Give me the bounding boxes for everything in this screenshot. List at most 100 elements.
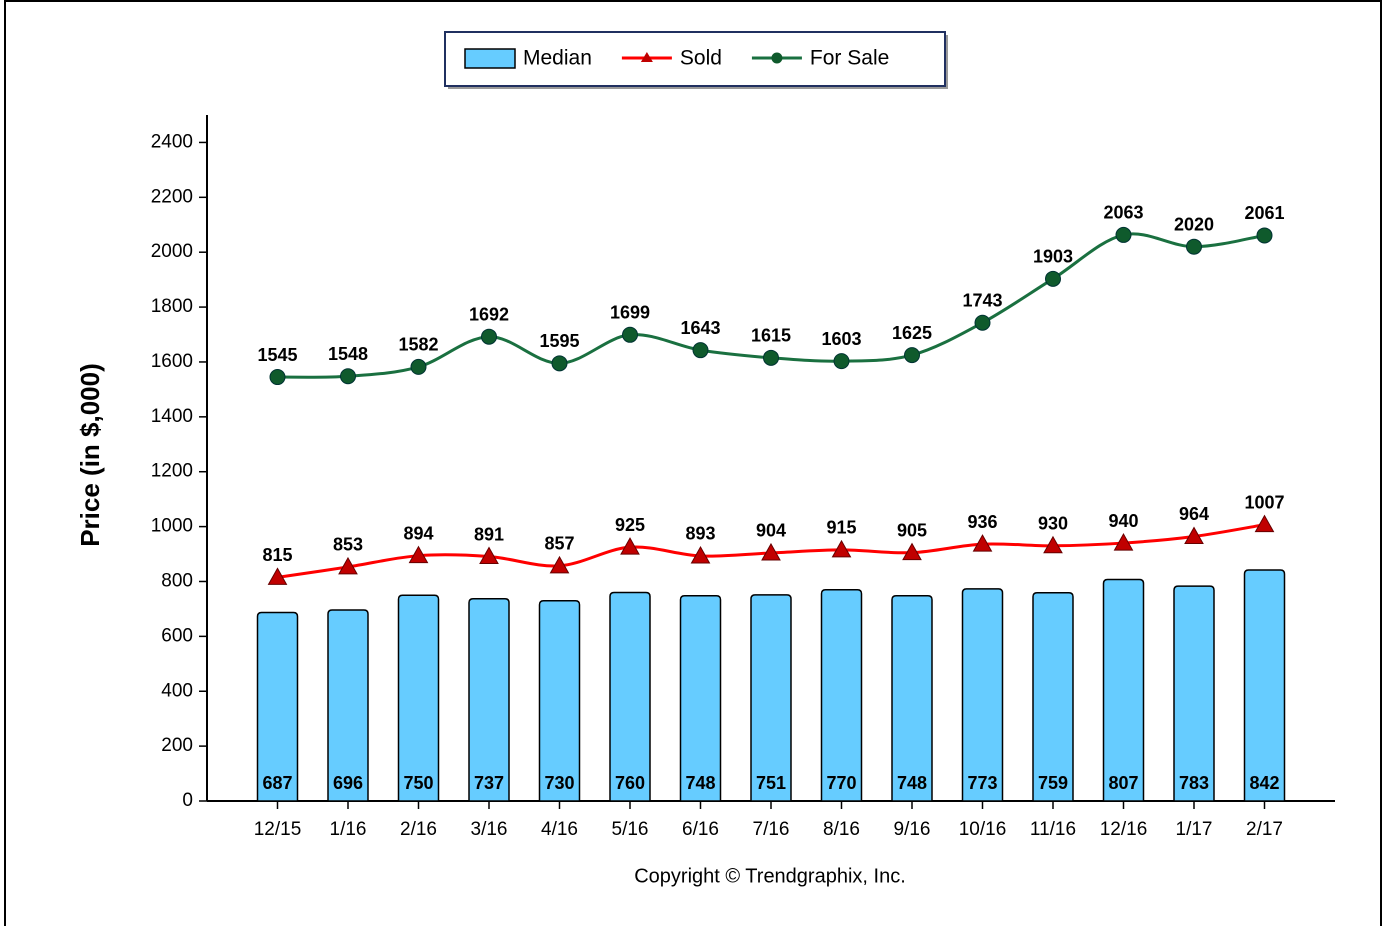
marker <box>763 349 779 366</box>
marker <box>410 358 427 375</box>
marker <box>904 347 920 364</box>
x-tick-label: 9/16 <box>894 819 931 840</box>
legend-box <box>444 31 946 87</box>
value-label: 1903 <box>1033 247 1073 267</box>
marker <box>761 542 781 561</box>
y-tick-label: 600 <box>161 625 193 646</box>
marker <box>479 546 499 565</box>
y-tick-label: 1200 <box>151 461 193 482</box>
x-tick-label: 11/16 <box>1030 819 1076 840</box>
value-label: 930 <box>1038 514 1068 534</box>
marker <box>833 353 850 370</box>
value-label: 1643 <box>680 318 720 338</box>
bar-value-label: 751 <box>756 773 786 793</box>
footer: Copyright © Trendgraphix, Inc. <box>634 865 906 887</box>
value-label: 1615 <box>751 326 791 346</box>
x-tick-label: 10/16 <box>959 819 1007 840</box>
value-label: 2020 <box>1174 214 1214 234</box>
value-label: 891 <box>474 524 504 544</box>
marker <box>340 368 356 385</box>
legend-label: Sold <box>680 47 722 70</box>
legend-label: For Sale <box>810 47 889 70</box>
bar-value-label: 773 <box>967 773 997 793</box>
marker <box>481 328 497 345</box>
legend: Median Sold For Sale <box>444 31 948 89</box>
value-label: 1699 <box>610 303 650 323</box>
legend-label: Median <box>523 47 592 70</box>
bar <box>1032 591 1074 802</box>
x-tick-label: 1/16 <box>330 819 367 840</box>
x-tick-label: 6/16 <box>682 819 719 840</box>
value-label: 893 <box>685 524 715 544</box>
y-tick-label: 2200 <box>151 186 193 207</box>
marker <box>622 326 638 343</box>
bar <box>820 588 863 802</box>
bar-value-label: 770 <box>826 773 856 793</box>
value-label: 2061 <box>1244 203 1284 223</box>
value-label: 1625 <box>892 323 932 343</box>
value-label: 1743 <box>962 290 1002 310</box>
value-label: 905 <box>897 520 927 540</box>
bar <box>468 598 510 802</box>
marker <box>1113 533 1134 551</box>
value-label: 894 <box>403 523 433 543</box>
marker <box>269 369 286 386</box>
legend-marker <box>640 52 653 62</box>
marker <box>549 555 570 574</box>
y-tick-label: 400 <box>161 680 193 701</box>
value-label: 1582 <box>398 335 438 355</box>
x-tick-label: 7/16 <box>753 819 790 840</box>
bar <box>1173 585 1215 802</box>
marker <box>972 534 993 552</box>
bar-value-label: 760 <box>615 773 645 793</box>
marker <box>1043 535 1063 554</box>
bar <box>961 588 1004 802</box>
value-label: 915 <box>826 518 856 538</box>
x-tick-label: 3/16 <box>471 819 508 840</box>
y-tick-label: 1800 <box>151 296 193 317</box>
y-tick-label: 2400 <box>151 131 193 152</box>
bar-value-label: 842 <box>1249 773 1279 793</box>
bar <box>609 591 651 802</box>
x-tick-label: 1/17 <box>1176 819 1213 840</box>
marker <box>620 537 640 555</box>
marker <box>974 314 991 331</box>
bar-value-label: 730 <box>544 773 574 793</box>
marker <box>831 539 852 558</box>
legend-swatch <box>464 48 516 69</box>
x-tick-label: 12/16 <box>1100 819 1148 840</box>
y-tick-label: 0 <box>182 790 193 811</box>
bar <box>397 594 440 802</box>
marker <box>408 545 429 564</box>
value-label: 857 <box>544 534 574 554</box>
bar-value-label: 748 <box>685 773 715 793</box>
bar <box>1102 578 1145 802</box>
frame <box>4 0 1382 931</box>
value-label: 1595 <box>539 331 579 351</box>
marker <box>1254 514 1275 533</box>
value-label: 925 <box>615 515 645 535</box>
marker <box>690 545 711 564</box>
marker <box>1186 238 1202 255</box>
y-tick-label: 800 <box>161 570 193 591</box>
value-label: 1545 <box>257 345 297 365</box>
x-tick-label: 4/16 <box>541 819 578 840</box>
marker <box>692 342 709 359</box>
bar-value-label: 748 <box>897 773 927 793</box>
bar <box>891 594 933 802</box>
value-label: 1548 <box>328 344 368 364</box>
marker <box>1115 226 1132 243</box>
bar-value-label: 696 <box>333 773 363 793</box>
marker <box>551 355 568 372</box>
y-tick-label: 1000 <box>151 516 193 537</box>
value-label: 964 <box>1179 504 1209 524</box>
y-tick-label: 1400 <box>151 406 193 427</box>
bar <box>538 599 581 802</box>
bar-value-label: 807 <box>1108 773 1138 793</box>
value-label: 815 <box>262 545 292 565</box>
legend-marker <box>771 52 783 64</box>
value-label: 936 <box>967 512 997 532</box>
marker <box>902 542 922 561</box>
